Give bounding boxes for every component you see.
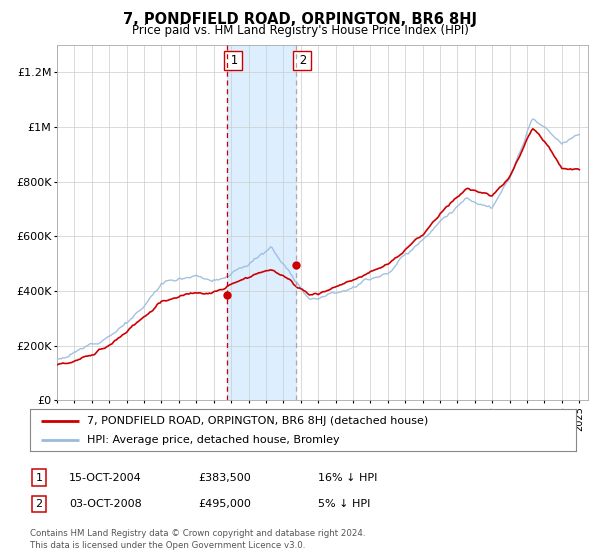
Text: 2: 2 bbox=[296, 54, 308, 67]
Text: 7, PONDFIELD ROAD, ORPINGTON, BR6 8HJ: 7, PONDFIELD ROAD, ORPINGTON, BR6 8HJ bbox=[123, 12, 477, 27]
Text: £383,500: £383,500 bbox=[198, 473, 251, 483]
Bar bbox=[227, 45, 296, 400]
Text: 7, PONDFIELD ROAD, ORPINGTON, BR6 8HJ (detached house): 7, PONDFIELD ROAD, ORPINGTON, BR6 8HJ (d… bbox=[88, 416, 428, 426]
Text: Contains HM Land Registry data © Crown copyright and database right 2024.: Contains HM Land Registry data © Crown c… bbox=[30, 529, 365, 538]
Text: 1: 1 bbox=[35, 473, 43, 483]
Text: £495,000: £495,000 bbox=[198, 499, 251, 509]
Text: 1: 1 bbox=[227, 54, 239, 67]
Text: 15-OCT-2004: 15-OCT-2004 bbox=[69, 473, 142, 483]
Text: HPI: Average price, detached house, Bromley: HPI: Average price, detached house, Brom… bbox=[88, 435, 340, 445]
Text: This data is licensed under the Open Government Licence v3.0.: This data is licensed under the Open Gov… bbox=[30, 541, 305, 550]
Text: 5% ↓ HPI: 5% ↓ HPI bbox=[318, 499, 370, 509]
Text: 2: 2 bbox=[35, 499, 43, 509]
Text: 16% ↓ HPI: 16% ↓ HPI bbox=[318, 473, 377, 483]
Text: 03-OCT-2008: 03-OCT-2008 bbox=[69, 499, 142, 509]
Text: Price paid vs. HM Land Registry's House Price Index (HPI): Price paid vs. HM Land Registry's House … bbox=[131, 24, 469, 36]
